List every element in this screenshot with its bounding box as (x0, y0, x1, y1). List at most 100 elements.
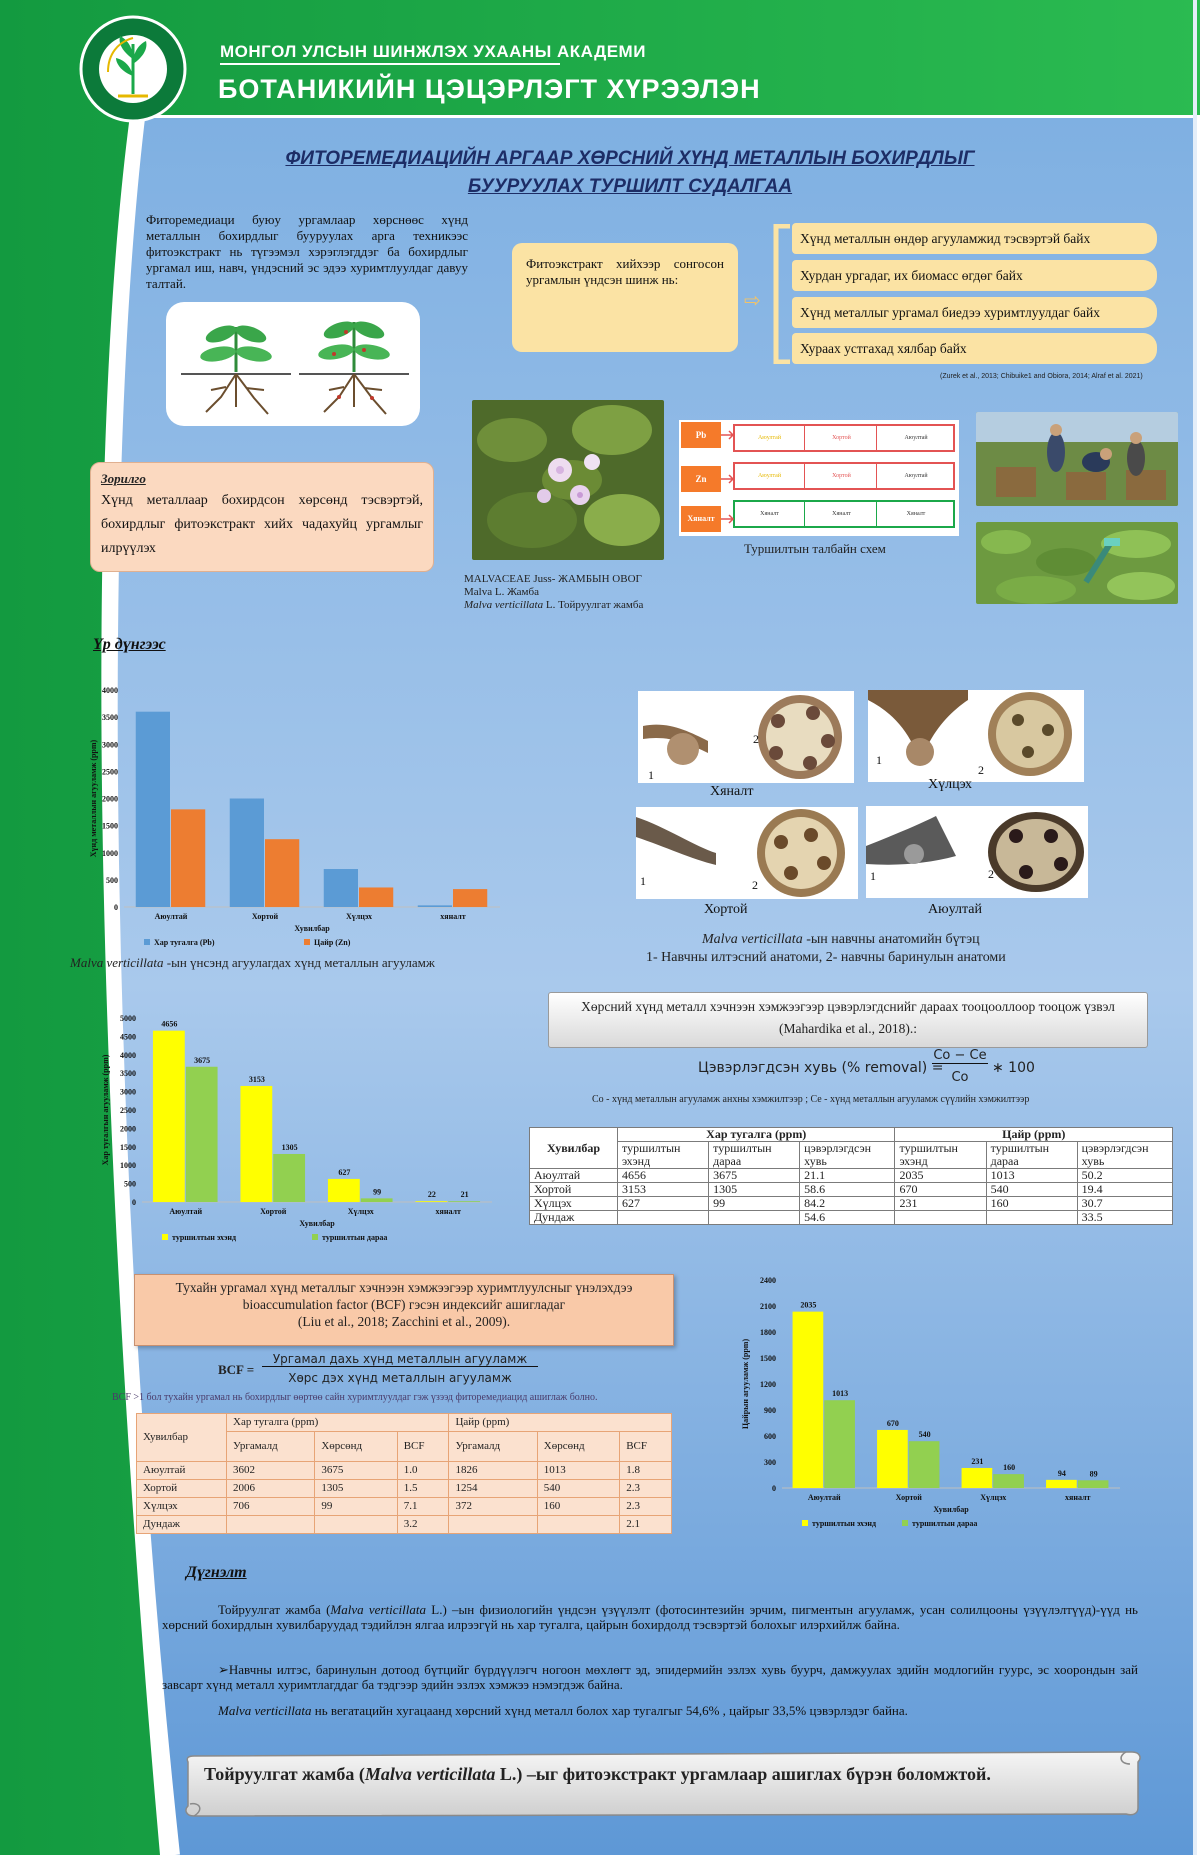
anatomy-label: Хяналт (710, 784, 754, 799)
y-axis-label: Цайрын агууламж (ppm) (741, 1339, 750, 1430)
table-cell: 540 (536, 1479, 621, 1498)
data-label: 1305 (282, 1143, 298, 1152)
table-cell (616, 1210, 710, 1225)
table-cell (314, 1515, 398, 1534)
table1-subheader: туршилтын дараа (985, 1141, 1078, 1169)
table-row: Аюултай 3602 3675 1.0 1826 1013 1.8 (136, 1461, 672, 1480)
x-tick-label: Хүлцэх (980, 1493, 1006, 1502)
data-label: 540 (919, 1430, 931, 1439)
conclusion-p3: Malva verticillata нь вегатацийн хугацаа… (218, 1703, 908, 1718)
table-cell: 33.5 (1076, 1210, 1174, 1225)
bar (360, 1198, 393, 1202)
num-1: 1 (876, 753, 882, 767)
bar (792, 1311, 824, 1488)
table2-subheader: Хөрсөнд (536, 1431, 621, 1462)
conclusion-p2: ➢Навчны илтэс, баринулын дотоод бүтцийг … (162, 1662, 1138, 1692)
scheme-cell: Хяналт (807, 502, 877, 526)
table-cell: 2.3 (619, 1479, 672, 1498)
x-axis-label: Хувилбар (299, 1219, 335, 1228)
bar (1077, 1480, 1109, 1488)
anatomy-label: Аюултай (928, 902, 982, 917)
scheme-cell: Хортой (807, 464, 877, 488)
table1-header: Хувилбар (529, 1127, 618, 1169)
removal-table: Хувилбар Хар тугалга (ppm) Цайр (ppm) ту… (529, 1127, 1174, 1225)
y-tick-label: 1500 (120, 1143, 136, 1152)
table-cell: Дундаж (529, 1210, 618, 1225)
final-statement: Тойруулгат жамба (Malva verticillata L.)… (204, 1764, 991, 1784)
bar (961, 1467, 993, 1488)
characteristic-item: Хурдан ургадаг, их биомасс өгдөг байх (792, 260, 1157, 291)
bar (448, 1201, 481, 1202)
y-tick-label: 3500 (102, 713, 118, 722)
table-cell: 19.4 (1076, 1182, 1174, 1197)
scheme-cell: Аюултай (904, 435, 928, 441)
table-cell (448, 1515, 538, 1534)
y-tick-label: 1200 (760, 1380, 776, 1389)
bar (877, 1429, 908, 1488)
table1-header: Хар тугалга (ppm) (616, 1127, 896, 1142)
table-cell: 7.1 (396, 1497, 450, 1516)
table1-header: Цайр (ppm) (894, 1127, 1173, 1142)
table-cell: 1013 (985, 1168, 1078, 1183)
scheme-cell: Хортой (807, 426, 877, 450)
table-cell: 58.6 (799, 1182, 896, 1197)
data-label: 627 (338, 1168, 350, 1177)
table1-subheader: туршилтын дараа (708, 1141, 801, 1169)
table-row: Хүлцэх 627 99 84.2 231 160 30.7 (529, 1196, 1174, 1211)
species-genus: Malva L. Жамба (464, 586, 539, 598)
anatomy-caption: Malva verticillata -ын навчны анатомийн … (702, 932, 980, 947)
table-cell: 30.7 (1076, 1196, 1174, 1211)
table-cell: 1.5 (396, 1479, 450, 1498)
bcf-numerator: Ургамал дахь хүнд металлын агууламж (262, 1352, 538, 1367)
scheme-row: Аюултай Хортой Аюултай (733, 462, 955, 490)
table-cell: 2.3 (619, 1497, 672, 1516)
characteristics-references: (Zurek et al., 2013; Chibuike1 and Obior… (940, 373, 1143, 380)
y-tick-label: 2500 (102, 767, 118, 776)
y-tick-label: 300 (764, 1458, 776, 1467)
table1-subheader: цэвэрлэгдсэн хувь (1076, 1141, 1174, 1169)
chart-zinc-content: 0 300 600 900 1200 1500 1800 2100 2400 2035 1013 Аю… (741, 1276, 1120, 1528)
final-banner-scroll (185, 1751, 1141, 1817)
bar (229, 798, 264, 907)
y-tick-label: 0 (772, 1484, 776, 1493)
table-cell: 1826 (448, 1461, 538, 1480)
x-tick-label: Хүлцэх (346, 912, 372, 921)
legend-label: туршилтын дараа (322, 1233, 387, 1242)
y-tick-label: 500 (106, 876, 118, 885)
table-cell: 84.2 (799, 1196, 896, 1211)
table2-header: Хувилбар (136, 1413, 227, 1462)
bcf-table: Хувилбар Хар тугалга (ppm) Цайр (ppm) Ур… (136, 1413, 672, 1534)
table-cell: 160 (985, 1196, 1078, 1211)
bcf-lhs: BCF = (218, 1362, 255, 1377)
data-label: 1013 (832, 1389, 848, 1398)
table-cell: Хүлцэх (529, 1196, 618, 1211)
y-tick-label: 3000 (120, 1088, 136, 1097)
malva-flower-photo (472, 400, 664, 560)
plant-illustration (166, 302, 420, 426)
scheme-cell: Хяналт (906, 511, 926, 517)
scheme-cell: Аюултай (735, 464, 805, 488)
table-cell: 1.8 (619, 1461, 672, 1480)
goal-heading: Зорилго (101, 471, 146, 486)
anatomy-label: Хортой (704, 902, 748, 917)
y-tick-label: 0 (114, 903, 118, 912)
chart-metal-content: 0 500 1000 1500 2000 2500 3000 3500 4000 Аюултай Х… (89, 686, 500, 947)
bar (417, 905, 452, 907)
field-plants-photo (976, 522, 1178, 604)
bar (152, 1030, 185, 1202)
y-tick-label: 2400 (760, 1276, 776, 1285)
table2-subheader: BCF (619, 1431, 672, 1462)
characteristic-item: Хүнд металлыг ургамал биедээ хуримтлуулд… (792, 297, 1157, 328)
y-tick-label: 2500 (120, 1106, 136, 1115)
goal-text: Хүнд металлаар бохирдсон хөрсөнд тэсвэрт… (101, 493, 423, 556)
table1-subheader: туршилтын эхэнд (894, 1141, 987, 1169)
table-row: Хортой 3153 1305 58.6 670 540 19.4 (529, 1182, 1174, 1197)
institute-name: БОТАНИКИЙН ЦЭЦЭРЛЭГТ ХҮРЭЭЛЭН (218, 74, 761, 104)
bar (415, 1201, 448, 1202)
table-cell: 1305 (708, 1182, 801, 1197)
x-tick-label: Аюултай (155, 912, 188, 921)
y-tick-label: 1500 (760, 1354, 776, 1363)
anatomy-toxic: 1 2 (636, 807, 858, 899)
table-cell: Аюултай (136, 1461, 227, 1480)
